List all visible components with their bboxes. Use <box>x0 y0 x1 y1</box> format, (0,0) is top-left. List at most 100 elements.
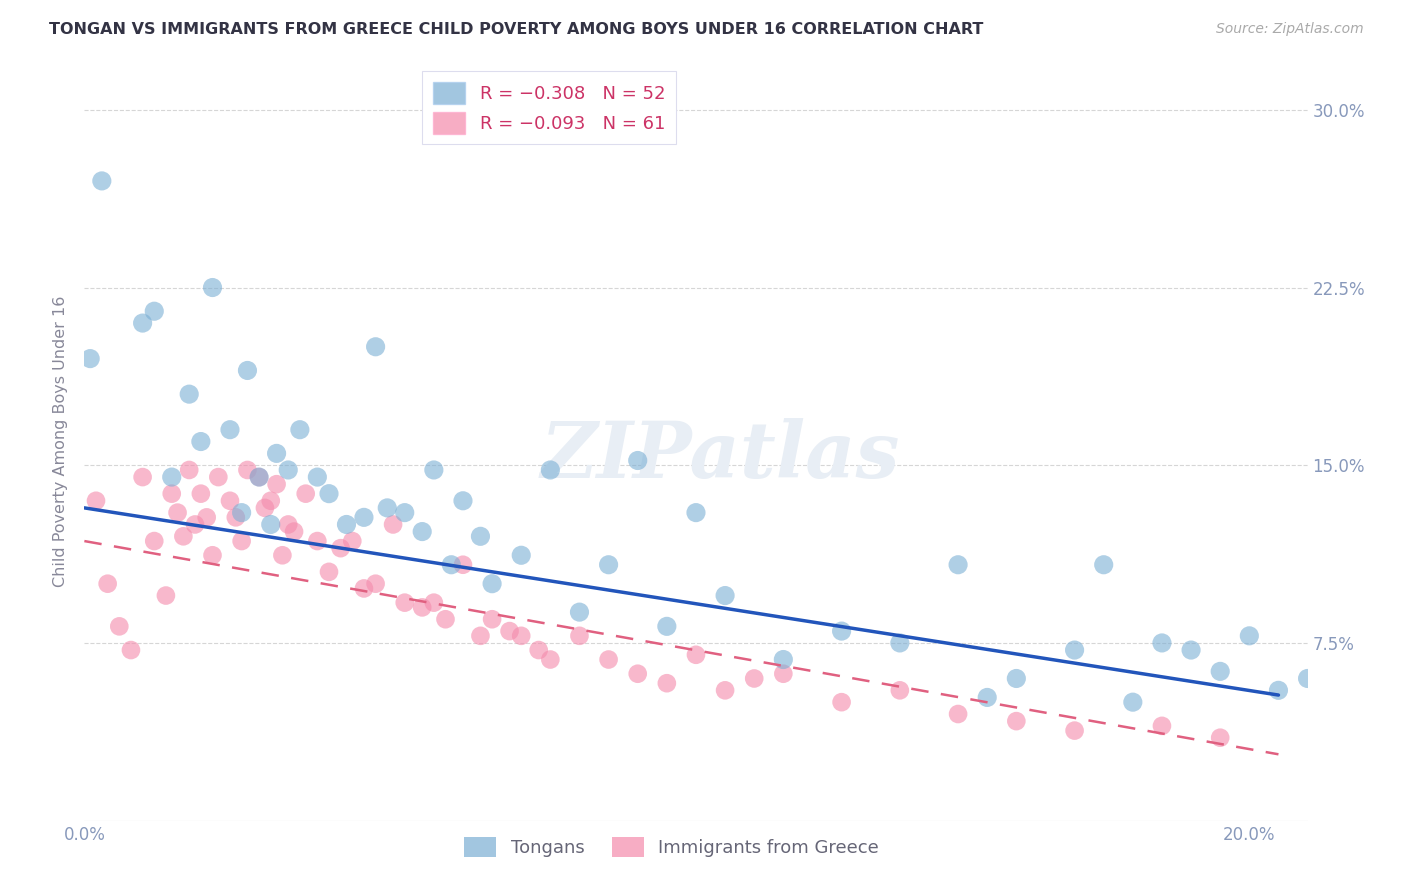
Point <box>353 510 375 524</box>
Point <box>307 534 329 549</box>
Point <box>440 558 463 572</box>
Point <box>231 506 253 520</box>
Point <box>434 612 457 626</box>
Point <box>655 619 678 633</box>
Point <box>411 524 433 539</box>
Point <box>342 534 364 549</box>
Point <box>179 387 201 401</box>
Point <box>277 517 299 532</box>
Point <box>568 605 591 619</box>
Point <box>976 690 998 705</box>
Point <box>108 619 131 633</box>
Point <box>375 500 398 515</box>
Point <box>253 500 276 515</box>
Point <box>307 470 329 484</box>
Point <box>470 529 492 543</box>
Point <box>236 463 259 477</box>
Point <box>143 534 166 549</box>
Point <box>685 648 707 662</box>
Point <box>1122 695 1144 709</box>
Point <box>1296 672 1319 686</box>
Point <box>889 636 911 650</box>
Text: Source: ZipAtlas.com: Source: ZipAtlas.com <box>1216 22 1364 37</box>
Point <box>219 493 242 508</box>
Point <box>598 558 620 572</box>
Point <box>120 643 142 657</box>
Point <box>481 612 503 626</box>
Point <box>714 589 737 603</box>
Point <box>131 316 153 330</box>
Point <box>655 676 678 690</box>
Point <box>510 548 533 563</box>
Point <box>889 683 911 698</box>
Point <box>510 629 533 643</box>
Point <box>1150 636 1173 650</box>
Point <box>79 351 101 366</box>
Point <box>538 463 561 477</box>
Point <box>946 558 969 572</box>
Point <box>266 446 288 460</box>
Point <box>247 470 270 484</box>
Point <box>236 363 259 377</box>
Point <box>423 463 446 477</box>
Point <box>277 463 299 477</box>
Point <box>219 423 242 437</box>
Point <box>1063 723 1085 738</box>
Point <box>90 174 112 188</box>
Point <box>598 652 620 666</box>
Point <box>481 576 503 591</box>
Point <box>742 672 765 686</box>
Point <box>143 304 166 318</box>
Point <box>627 666 650 681</box>
Point <box>364 340 387 354</box>
Point <box>179 463 201 477</box>
Point <box>231 534 253 549</box>
Point <box>394 506 416 520</box>
Point <box>329 541 352 556</box>
Point <box>283 524 305 539</box>
Point <box>1267 683 1289 698</box>
Point <box>97 576 120 591</box>
Point <box>1005 714 1028 728</box>
Point <box>1063 643 1085 657</box>
Point <box>1150 719 1173 733</box>
Y-axis label: Child Poverty Among Boys Under 16: Child Poverty Among Boys Under 16 <box>53 296 69 587</box>
Point <box>1005 672 1028 686</box>
Point <box>155 589 177 603</box>
Point <box>335 517 357 532</box>
Point <box>195 510 218 524</box>
Legend: Tongans, Immigrants from Greece: Tongans, Immigrants from Greece <box>457 830 886 864</box>
Text: TONGAN VS IMMIGRANTS FROM GREECE CHILD POVERTY AMONG BOYS UNDER 16 CORRELATION C: TONGAN VS IMMIGRANTS FROM GREECE CHILD P… <box>49 22 984 37</box>
Point <box>451 493 474 508</box>
Point <box>294 486 316 500</box>
Point <box>1239 629 1261 643</box>
Point <box>207 470 229 484</box>
Point <box>527 643 550 657</box>
Point <box>568 629 591 643</box>
Point <box>946 706 969 721</box>
Point <box>714 683 737 698</box>
Point <box>131 470 153 484</box>
Point <box>190 486 212 500</box>
Point <box>1092 558 1115 572</box>
Point <box>470 629 492 643</box>
Point <box>364 576 387 591</box>
Point <box>247 470 270 484</box>
Point <box>353 582 375 596</box>
Point <box>190 434 212 449</box>
Point <box>201 280 224 294</box>
Point <box>382 517 405 532</box>
Point <box>538 652 561 666</box>
Point <box>411 600 433 615</box>
Point <box>498 624 520 639</box>
Point <box>685 506 707 520</box>
Point <box>288 423 311 437</box>
Point <box>84 493 107 508</box>
Point <box>225 510 247 524</box>
Text: ZIPatlas: ZIPatlas <box>541 418 900 495</box>
Point <box>266 477 288 491</box>
Point <box>772 652 794 666</box>
Point <box>627 453 650 467</box>
Point <box>423 596 446 610</box>
Point <box>260 493 283 508</box>
